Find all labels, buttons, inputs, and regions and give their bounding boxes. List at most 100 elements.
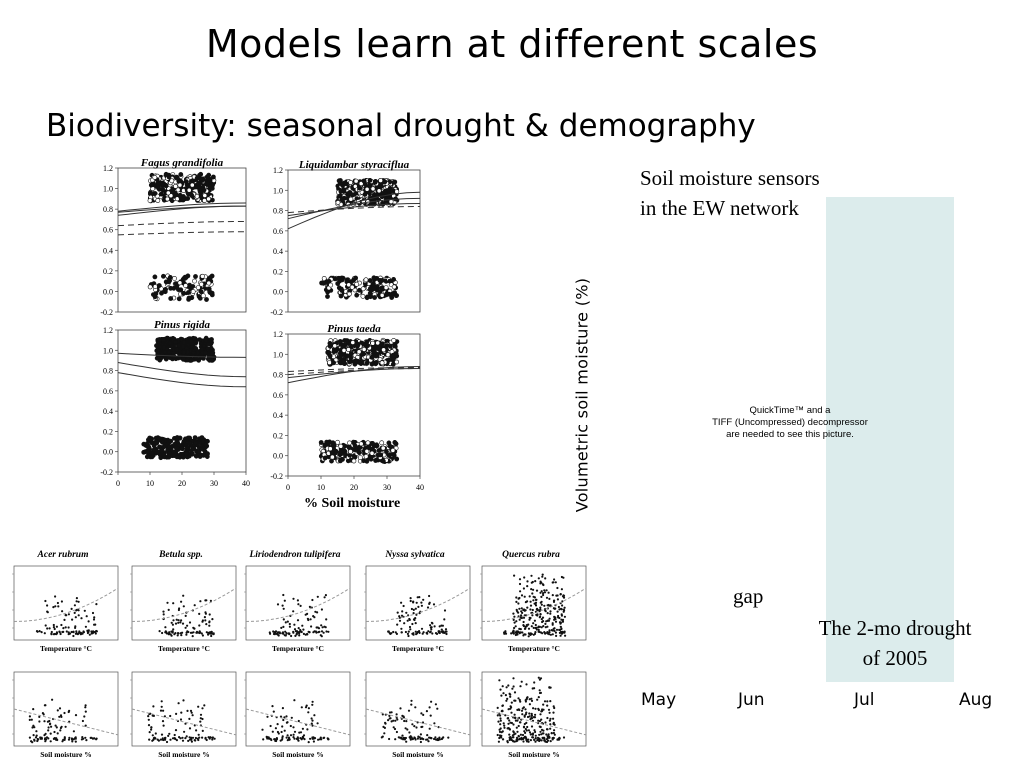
data-point (401, 610, 404, 613)
data-point (183, 283, 188, 288)
small-multiple-title: Acer rubrum (37, 550, 89, 560)
data-point (200, 293, 206, 299)
data-point (180, 600, 183, 603)
y-tick-label: 0.8 (103, 367, 113, 376)
data-point (551, 622, 554, 625)
y-tick-label: 0.2 (273, 267, 283, 276)
data-point (147, 718, 150, 721)
data-point (428, 706, 431, 709)
data-point (542, 625, 545, 628)
panel-frame (365, 671, 471, 747)
data-point (380, 458, 386, 464)
data-point (175, 618, 178, 621)
data-point (394, 189, 400, 194)
data-point (273, 738, 276, 741)
data-point (329, 454, 335, 460)
data-point (525, 737, 528, 740)
data-point (280, 626, 283, 630)
data-point (390, 291, 395, 297)
data-point (74, 736, 77, 739)
data-point (162, 709, 165, 712)
panel-frame (131, 671, 237, 747)
data-point (414, 607, 417, 610)
data-point (532, 588, 535, 591)
data-point (84, 704, 87, 707)
data-point (293, 628, 297, 631)
data-point (196, 180, 201, 186)
data-point (173, 183, 178, 189)
data-point (555, 594, 558, 597)
data-point (533, 681, 536, 684)
data-point (332, 343, 338, 349)
data-point (404, 736, 407, 740)
x-tick-label: 40 (242, 479, 250, 488)
data-point (186, 624, 189, 627)
data-point (68, 736, 71, 739)
data-point (93, 623, 96, 626)
data-point (180, 634, 183, 637)
small-multiple-xlabel: Soil moisture % (392, 750, 444, 759)
data-point (195, 729, 198, 732)
data-point (297, 719, 300, 723)
data-point (526, 580, 529, 583)
data-point (560, 618, 563, 621)
data-point (498, 679, 501, 682)
data-point (316, 722, 319, 725)
data-point (537, 676, 540, 679)
data-point (341, 347, 347, 353)
data-point (43, 734, 46, 737)
data-point (182, 594, 185, 597)
data-point (147, 724, 151, 727)
data-point (60, 725, 63, 728)
data-point (498, 728, 501, 731)
data-point (313, 714, 316, 717)
data-point (554, 631, 558, 634)
data-point (428, 594, 431, 598)
data-point (553, 627, 556, 630)
data-point (174, 284, 180, 290)
data-point (85, 615, 88, 618)
data-point (410, 699, 413, 702)
data-point (530, 574, 533, 577)
data-point (394, 738, 397, 741)
y-tick-label: 0.6 (273, 391, 283, 400)
data-point (43, 720, 46, 723)
data-point (542, 620, 545, 623)
data-point (515, 608, 518, 612)
data-point (148, 437, 154, 442)
data-point (159, 290, 164, 296)
data-point (433, 625, 436, 628)
data-point (544, 610, 547, 613)
data-point (413, 736, 416, 739)
data-point (306, 617, 309, 620)
data-point (32, 734, 35, 737)
data-point (331, 360, 336, 366)
data-point (367, 183, 373, 189)
data-point (34, 736, 38, 739)
y-tick-label: 1.2 (273, 166, 283, 175)
data-point (177, 702, 180, 705)
data-point (339, 277, 345, 283)
data-point (166, 174, 172, 180)
data-point (420, 601, 423, 604)
data-point (363, 277, 369, 283)
data-point (52, 606, 55, 609)
data-point (209, 350, 215, 356)
data-point (205, 599, 208, 602)
panel-frame (131, 565, 237, 641)
data-point (173, 339, 178, 345)
data-point (545, 596, 549, 599)
data-point (355, 343, 360, 349)
data-point (539, 606, 542, 609)
data-point (180, 356, 186, 362)
data-point (411, 723, 414, 726)
data-point (371, 286, 377, 292)
data-point (95, 630, 98, 633)
data-point (510, 701, 513, 704)
model-curve (287, 206, 421, 214)
data-point (362, 191, 368, 197)
data-point (60, 623, 63, 627)
data-point (529, 604, 533, 607)
data-point (394, 359, 399, 365)
data-point (537, 577, 540, 580)
